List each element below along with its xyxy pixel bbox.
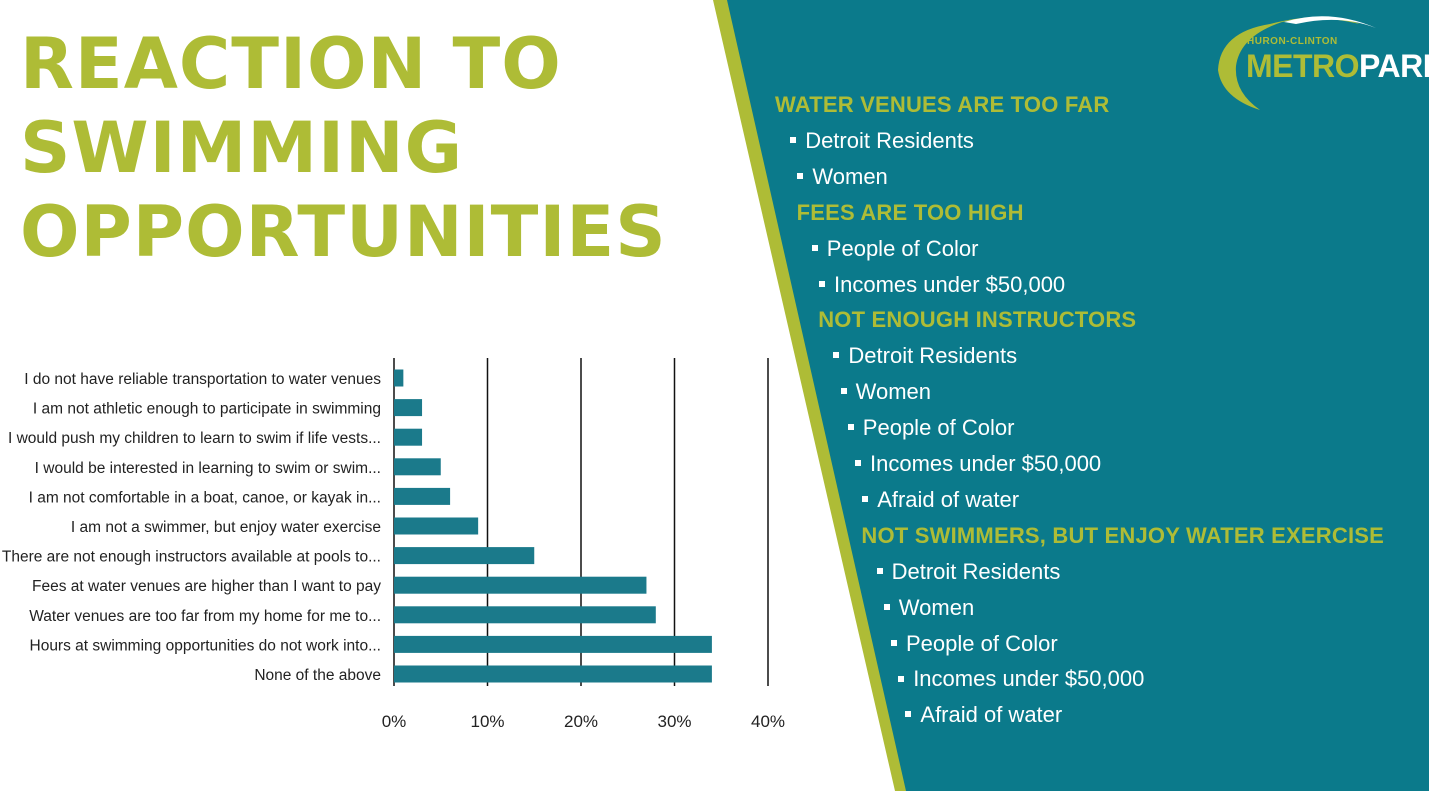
bar bbox=[394, 606, 656, 624]
category-label: I do not have reliable transportation to… bbox=[24, 371, 381, 388]
category-label: There are not enough instructors availab… bbox=[2, 549, 381, 566]
category-label: Water venues are too far from my home fo… bbox=[29, 608, 381, 625]
x-tick-label: 10% bbox=[470, 712, 504, 731]
metroparks-logo: HURON-CLINTON METROPARKS bbox=[1200, 10, 1429, 110]
bar bbox=[394, 547, 535, 565]
bar bbox=[394, 428, 423, 446]
logo-swoosh-icon bbox=[1218, 16, 1376, 110]
bar bbox=[394, 635, 712, 653]
x-tick-label: 30% bbox=[657, 712, 691, 731]
category-label: None of the above bbox=[254, 667, 381, 684]
bar bbox=[394, 487, 451, 505]
category-label: Hours at swimming opportunities do not w… bbox=[30, 637, 382, 654]
category-label: I am not athletic enough to participate … bbox=[33, 401, 381, 418]
bar bbox=[394, 576, 647, 594]
logo-metro: METRO bbox=[1246, 48, 1360, 84]
category-label: I would push my children to learn to swi… bbox=[8, 430, 381, 447]
title-line-3: OPPORTUNITIES bbox=[20, 191, 667, 273]
x-tick-label: 20% bbox=[564, 712, 598, 731]
category-label: I am not comfortable in a boat, canoe, o… bbox=[29, 489, 381, 506]
bar bbox=[394, 369, 404, 387]
x-tick-label: 0% bbox=[382, 712, 407, 731]
category-label: I am not a swimmer, but enjoy water exer… bbox=[71, 519, 381, 536]
bar bbox=[394, 458, 441, 476]
x-tick-label: 40% bbox=[751, 712, 785, 731]
category-label: I would be interested in learning to swi… bbox=[35, 460, 381, 477]
title-line-1: REACTION TO bbox=[20, 23, 562, 105]
logo-metroparks: METROPARKS bbox=[1246, 48, 1429, 85]
bar bbox=[394, 665, 712, 683]
bar-chart: 0% 10% 20% 30% 40% I do not have reliable tra… bbox=[2, 358, 785, 731]
teal-panel bbox=[727, 0, 1429, 791]
logo-huron-clinton: HURON-CLINTON bbox=[1247, 36, 1338, 47]
bar bbox=[394, 399, 423, 417]
page-title: REACTION TO SWIMMING OPPORTUNITIES bbox=[20, 22, 667, 274]
bar bbox=[394, 517, 479, 535]
logo-parks: PARKS bbox=[1359, 48, 1429, 84]
title-line-2: SWIMMING bbox=[20, 107, 464, 189]
category-label: Fees at water venues are higher than I w… bbox=[32, 578, 381, 595]
